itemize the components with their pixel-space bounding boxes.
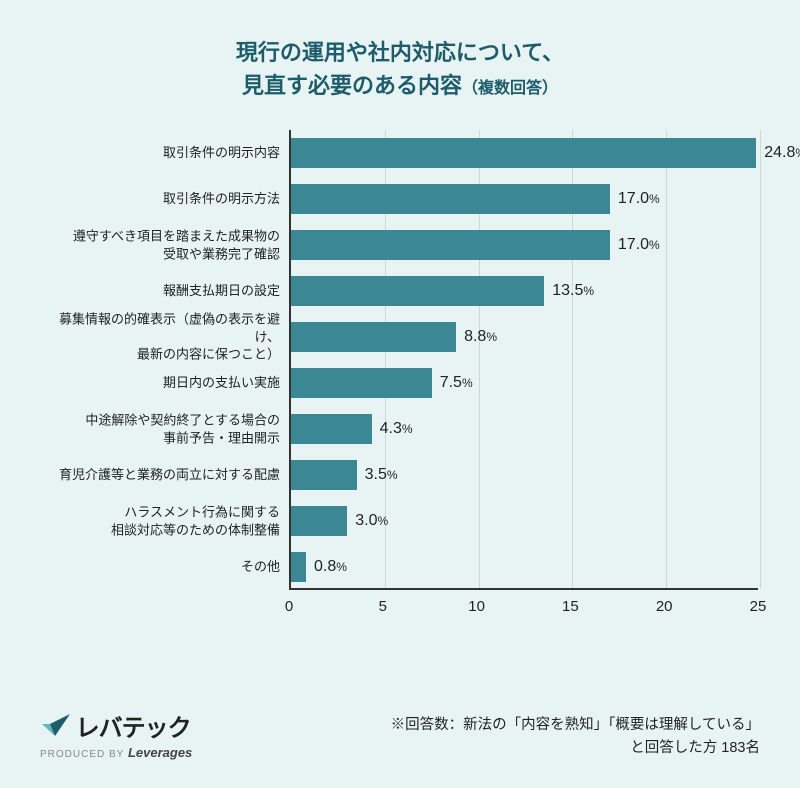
bar-label: 報酬支払期日の設定 (40, 282, 280, 300)
bar-row: ハラスメント行為に関する相談対応等のための体制整備 3.0% (40, 498, 759, 544)
bar-label: 遵守すべき項目を踏まえた成果物の受取や業務完了確認 (40, 227, 280, 262)
bar-value: 0.8% (314, 558, 347, 576)
bar-label: 取引条件の明示内容 (40, 144, 280, 162)
bar (291, 506, 347, 536)
bar-label: 取引条件の明示方法 (40, 190, 280, 208)
bar-row: 取引条件の明示内容24.8% (40, 130, 759, 176)
bar-value: 17.0% (618, 236, 660, 254)
footnote-line1: ※回答数：新法の「内容を熟知」「概要は理解している」 (391, 714, 760, 737)
x-axis-tick: 5 (379, 598, 387, 615)
grid-line (760, 130, 761, 588)
bar-value: 7.5% (440, 374, 473, 392)
bar-row: その他 0.8% (40, 544, 759, 590)
bar-value: 3.5% (365, 466, 398, 484)
check-icon (42, 714, 70, 738)
bar (291, 414, 372, 444)
bar-row: 報酬支払期日の設定 13.5% (40, 268, 759, 314)
bar-row: 取引条件の明示方法 17.0% (40, 176, 759, 222)
x-axis-tick: 20 (656, 598, 673, 615)
bar (291, 552, 306, 582)
bar-value: 17.0% (618, 190, 660, 208)
bar (291, 460, 357, 490)
bar (291, 368, 432, 398)
brand-logo: レバテック PRODUCED BY Leverages (40, 708, 192, 760)
bar-chart: 0510152025取引条件の明示内容24.8%取引条件の明示方法17.0%遵守… (40, 130, 760, 640)
bar-value: 8.8% (464, 328, 497, 346)
title-sub: （複数回答） (462, 80, 558, 97)
bar-label: 期日内の支払い実施 (40, 374, 280, 392)
bar (291, 184, 610, 214)
x-axis-tick: 15 (562, 598, 579, 615)
x-axis-tick: 25 (750, 598, 767, 615)
bar-value: 24.8% (764, 144, 800, 162)
logo-text: レバテック (76, 708, 191, 743)
bar-value: 13.5% (552, 282, 594, 300)
chart-title: 現行の運用や社内対応について、 見直す必要のある内容（複数回答） (40, 36, 760, 102)
bar-label: 育児介護等と業務の両立に対する配慮 (40, 466, 280, 484)
bar-label: ハラスメント行為に関する相談対応等のための体制整備 (40, 503, 280, 538)
x-axis-tick: 0 (285, 598, 293, 615)
footnote-line2: と回答した方 183名 (391, 737, 760, 760)
bar-label: 募集情報の的確表示（虚偽の表示を避け、最新の内容に保つこと） (40, 311, 280, 364)
bar (291, 138, 756, 168)
bar-label: 中途解除や契約終了とする場合の事前予告・理由開示 (40, 411, 280, 446)
footnote: ※回答数：新法の「内容を熟知」「概要は理解している」 と回答した方 183名 (391, 714, 760, 760)
bar-row: 募集情報の的確表示（虚偽の表示を避け、最新の内容に保つこと）8.8% (40, 314, 759, 360)
bar-value: 4.3% (380, 420, 413, 438)
bar (291, 276, 544, 306)
bar (291, 322, 456, 352)
bar-row: 育児介護等と業務の両立に対する配慮 3.5% (40, 452, 759, 498)
bar-row: 期日内の支払い実施 7.5% (40, 360, 759, 406)
bar-label: その他 (40, 558, 280, 576)
bar-value: 3.0% (355, 512, 388, 530)
bar-row: 中途解除や契約終了とする場合の事前予告・理由開示 4.3% (40, 406, 759, 452)
x-axis-tick: 10 (468, 598, 485, 615)
produced-by: PRODUCED BY Leverages (40, 745, 192, 760)
bar (291, 230, 610, 260)
bar-row: 遵守すべき項目を踏まえた成果物の受取や業務完了確認 17.0% (40, 222, 759, 268)
title-line2: 見直す必要のある内容 (242, 73, 462, 98)
title-line1: 現行の運用や社内対応について、 (236, 40, 564, 65)
